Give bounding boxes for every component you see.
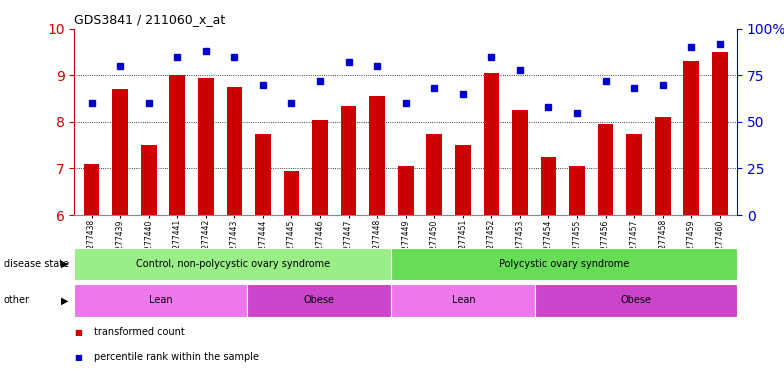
- Text: Lean: Lean: [149, 295, 172, 306]
- Bar: [426, 134, 442, 215]
- Bar: [712, 52, 728, 215]
- Bar: [369, 96, 385, 215]
- Text: Obese: Obese: [621, 295, 652, 306]
- Bar: [569, 166, 585, 215]
- Bar: [391, 284, 535, 317]
- Bar: [284, 171, 299, 215]
- Bar: [397, 166, 414, 215]
- Bar: [312, 119, 328, 215]
- Bar: [227, 87, 242, 215]
- Bar: [74, 284, 247, 317]
- Bar: [247, 284, 391, 317]
- Bar: [84, 164, 100, 215]
- Bar: [198, 78, 214, 215]
- Text: transformed count: transformed count: [94, 327, 185, 337]
- Bar: [341, 106, 357, 215]
- Bar: [391, 248, 737, 280]
- Text: ■: ■: [74, 328, 82, 337]
- Bar: [512, 110, 528, 215]
- Bar: [541, 157, 557, 215]
- Bar: [535, 284, 737, 317]
- Bar: [112, 89, 128, 215]
- Text: ▶: ▶: [60, 259, 68, 269]
- Bar: [484, 73, 499, 215]
- Bar: [455, 145, 470, 215]
- Bar: [255, 134, 270, 215]
- Text: Control, non-polycystic ovary syndrome: Control, non-polycystic ovary syndrome: [136, 259, 330, 269]
- Text: other: other: [4, 295, 30, 306]
- Text: ▶: ▶: [60, 295, 68, 306]
- Text: disease state: disease state: [4, 259, 69, 269]
- Text: Obese: Obese: [304, 295, 335, 306]
- Text: ■: ■: [74, 353, 82, 362]
- Bar: [626, 134, 642, 215]
- Text: Polycystic ovary syndrome: Polycystic ovary syndrome: [499, 259, 630, 269]
- Bar: [597, 124, 613, 215]
- Bar: [74, 248, 391, 280]
- Text: Lean: Lean: [452, 295, 475, 306]
- Bar: [141, 145, 157, 215]
- Text: percentile rank within the sample: percentile rank within the sample: [94, 352, 259, 362]
- Text: GDS3841 / 211060_x_at: GDS3841 / 211060_x_at: [74, 13, 226, 26]
- Bar: [655, 117, 670, 215]
- Bar: [169, 75, 185, 215]
- Bar: [684, 61, 699, 215]
